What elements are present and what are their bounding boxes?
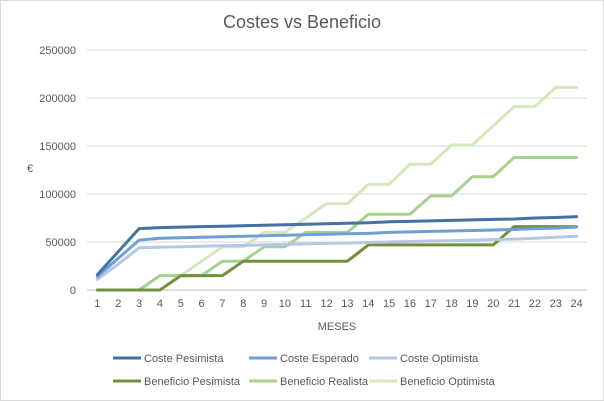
series-line [95,215,579,277]
y-tick-label: 100000 [39,189,76,201]
legend-label: Coste Pesimista [144,353,224,365]
x-tick-label: 19 [466,298,478,310]
legend-item: Coste Esperado [249,353,359,365]
x-tick-label: 9 [261,298,267,310]
chart-title: Costes vs Beneficio [223,12,381,32]
y-tick-label: 250000 [39,45,76,57]
series-line [95,234,579,281]
legend-label: Beneficio Optimista [400,376,496,388]
x-tick-label: 18 [445,298,457,310]
legend-item: Coste Pesimista [113,353,224,365]
x-tick-label: 22 [529,298,541,310]
series-line [95,85,579,292]
x-tick-label: 3 [136,298,142,310]
x-tick-label: 14 [362,298,374,310]
series-line [95,225,579,292]
x-tick-label: 23 [550,298,562,310]
x-tick-label: 6 [199,298,205,310]
x-tick-label: 5 [178,298,184,310]
x-tick-label: 15 [383,298,395,310]
x-tick-label: 10 [279,298,291,310]
x-tick-label: 4 [157,298,163,310]
legend-item: Beneficio Realista [249,376,369,388]
gridlines [87,49,587,243]
x-tick-label: 17 [425,298,437,310]
x-axis-tick-labels: 1 2 3 4 5 6 7 8 9 10 11 12 13 14 15 16 17 18 19 20 21 22 23 24 [94,298,582,310]
y-axis-title: € [27,163,33,175]
legend-label: Coste Esperado [280,353,359,365]
x-tick-label: 20 [487,298,499,310]
x-tick-label: 24 [570,298,582,310]
x-tick-label: 21 [508,298,520,310]
legend-label: Beneficio Pesimista [144,376,241,388]
legend-label: Beneficio Realista [280,376,369,388]
x-tick-label: 12 [320,298,332,310]
series-lines [95,85,579,292]
series-line [95,156,579,292]
y-tick-label: 50000 [45,237,76,249]
x-tick-label: 16 [404,298,416,310]
y-tick-label: 0 [70,285,76,297]
y-tick-label: 200000 [39,93,76,105]
x-tick-label: 2 [115,298,121,310]
x-tick-label: 13 [341,298,353,310]
legend: Coste Pesimista Coste Esperado Coste Optim… [113,353,496,388]
legend-item: Beneficio Optimista [369,376,496,388]
x-axis-title: MESES [318,321,357,333]
x-tick-label: 7 [219,298,225,310]
y-axis-tick-labels: 0 50000 100000 150000 200000 250000 [39,45,76,297]
legend-item: Coste Optimista [369,353,479,365]
y-tick-label: 150000 [39,141,76,153]
x-tick-label: 11 [300,298,311,310]
legend-label: Coste Optimista [400,353,479,365]
series-line [95,225,579,279]
x-tick-label: 8 [240,298,246,310]
x-tick-label: 1 [94,298,100,310]
legend-item: Beneficio Pesimista [113,376,241,388]
